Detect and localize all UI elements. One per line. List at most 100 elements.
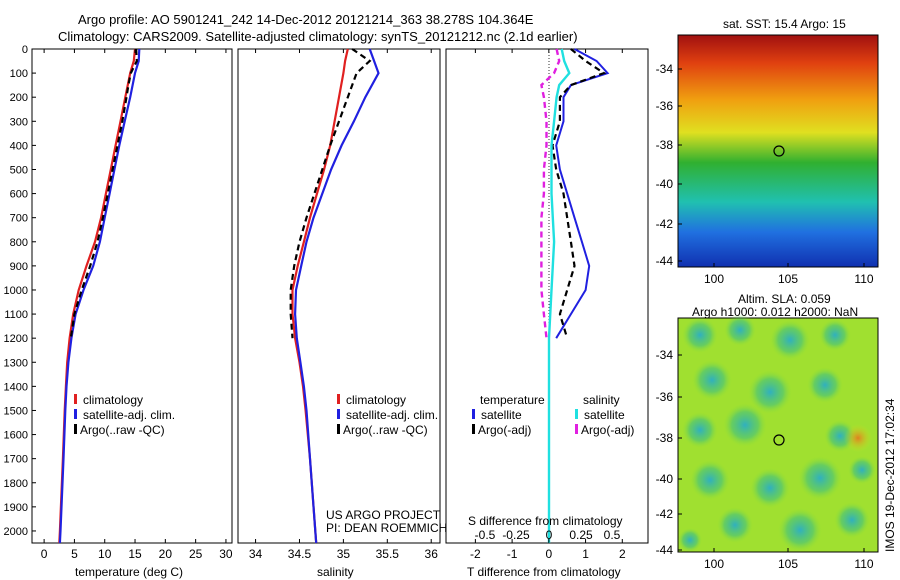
y-tick-label: 800 bbox=[10, 237, 28, 249]
y-tick-label: 200 bbox=[10, 92, 28, 104]
y-tick-label: 1600 bbox=[4, 430, 28, 442]
y-tick-label: 2000 bbox=[4, 526, 28, 538]
map-y-tick-label: -38 bbox=[656, 138, 674, 152]
legend-label: Argo(..raw -QC) bbox=[80, 423, 165, 437]
legend-label: Argo(-adj) bbox=[581, 423, 635, 437]
sla-anomaly-blob bbox=[748, 370, 792, 414]
map-y-tick-label: -42 bbox=[656, 217, 674, 231]
imos-watermark: IMOS 19-Dec-2012 17:02:34 bbox=[883, 398, 897, 552]
y-tick-label: 400 bbox=[10, 140, 28, 152]
top-tick-label: 0 bbox=[546, 528, 553, 542]
difference-legend-salinity: salinity satellite Argo(-adj) bbox=[575, 393, 635, 438]
map-x-tick-label: 100 bbox=[704, 557, 724, 571]
y-tick-label: 1700 bbox=[4, 454, 28, 466]
difference-axes-frame bbox=[445, 48, 649, 544]
x-tick-label: 5 bbox=[71, 547, 78, 561]
x-tick-label: 0 bbox=[545, 547, 552, 561]
x-tick-label: 35.5 bbox=[376, 547, 400, 561]
temperature-legend: climatology satellite-adj. clim. Argo(..… bbox=[74, 393, 175, 438]
sla-anomaly-blob bbox=[724, 314, 756, 346]
argo-location-marker bbox=[773, 145, 785, 157]
salinity-xlabel: salinity bbox=[317, 565, 354, 579]
x-tick-label: -2 bbox=[470, 547, 481, 561]
x-tick-label: 2 bbox=[619, 547, 626, 561]
y-tick-label: 600 bbox=[10, 189, 28, 201]
x-tick-label: 10 bbox=[98, 547, 112, 561]
y-tick-label: 1500 bbox=[4, 405, 28, 417]
sla-title: Altim. SLA: 0.059 bbox=[738, 292, 831, 306]
x-tick-label: 34 bbox=[249, 547, 263, 561]
salinity-axes-frame bbox=[237, 48, 441, 544]
map-x-tick-label: 110 bbox=[854, 272, 873, 286]
credit-line1: US ARGO PROJECT bbox=[326, 508, 441, 522]
sla-anomaly-blob bbox=[819, 319, 851, 351]
y-tick-label: 100 bbox=[10, 68, 28, 80]
legend-label: climatology bbox=[83, 393, 144, 407]
y-tick-label: 1200 bbox=[4, 333, 28, 345]
top-tick-label: 0.5 bbox=[604, 528, 621, 542]
legend-label: satellite bbox=[584, 408, 625, 422]
series-line-satellite-adj-clim- bbox=[58, 48, 141, 544]
y-tick-label: 900 bbox=[10, 261, 28, 273]
legend-label: satellite bbox=[481, 408, 522, 422]
map-x-tick-label: 110 bbox=[854, 557, 873, 571]
temperature-axes-frame bbox=[31, 48, 233, 544]
salinity-legend: climatology satellite-adj. clim. Argo(..… bbox=[337, 393, 438, 438]
legend-swatch-blue bbox=[337, 409, 340, 419]
legend-label: Argo(..raw -QC) bbox=[343, 423, 428, 437]
series-line-salinity-argo-adj- bbox=[540, 48, 561, 339]
x-tick-label: 35 bbox=[337, 547, 351, 561]
x-tick-label: 20 bbox=[159, 547, 173, 561]
map-y-tick-label: -40 bbox=[656, 177, 674, 191]
legend-label: climatology bbox=[346, 393, 407, 407]
sla-anomaly-blob bbox=[678, 528, 702, 552]
sla-map bbox=[677, 314, 879, 553]
x-tick-label: 0 bbox=[41, 547, 48, 561]
x-tick-label: 25 bbox=[189, 547, 203, 561]
legend-swatch-red bbox=[337, 394, 340, 404]
map-y-tick-label: -34 bbox=[656, 62, 674, 76]
x-tick-label: 15 bbox=[128, 547, 142, 561]
sla-anomaly-blob bbox=[798, 456, 842, 500]
map-y-tick-label: -44 bbox=[656, 543, 674, 557]
sla-anomaly-blob bbox=[692, 360, 732, 400]
sla-anomaly-blob bbox=[807, 367, 843, 403]
legend-swatch-blue bbox=[74, 409, 77, 419]
y-tick-label: 1900 bbox=[4, 502, 28, 514]
legend-swatch-cyan bbox=[575, 409, 578, 419]
top-tick-label: -0.5 bbox=[475, 528, 496, 542]
x-tick-label: 30 bbox=[219, 547, 233, 561]
legend-swatch-black bbox=[472, 424, 475, 434]
temperature-panel: 0100200300400500600700800900100011001200… bbox=[4, 44, 233, 561]
map-y-tick-label: -40 bbox=[656, 472, 674, 486]
map-y-tick-label: -44 bbox=[656, 254, 674, 268]
sla-anomaly-blob bbox=[848, 456, 876, 484]
series-line-temperature-argo-adj- bbox=[551, 48, 607, 339]
sla-anomaly-blob bbox=[834, 502, 870, 538]
legend-swatch-red bbox=[74, 394, 77, 404]
top-tick-label: -0.25 bbox=[502, 528, 530, 542]
temperature-xlabel: temperature (deg C) bbox=[75, 565, 184, 579]
sla-anomaly-hot bbox=[844, 424, 872, 452]
top-tick-label: 0.25 bbox=[569, 528, 593, 542]
legend-swatch-black bbox=[74, 424, 77, 434]
map-x-tick-label: 100 bbox=[704, 272, 724, 286]
difference-top-label: S difference from climatology bbox=[468, 514, 623, 528]
sla-anomaly-blob bbox=[750, 468, 790, 508]
y-tick-label: 1400 bbox=[4, 381, 28, 393]
sst-map-image bbox=[677, 34, 879, 268]
map-x-tick-label: 105 bbox=[778, 557, 798, 571]
x-tick-label: 36 bbox=[425, 547, 439, 561]
legend-swatch-magenta bbox=[575, 424, 578, 434]
legend-swatch-blue bbox=[472, 409, 475, 419]
legend-title: temperature bbox=[480, 393, 545, 407]
difference-legend-temperature: temperature satellite Argo(-adj) bbox=[472, 393, 545, 438]
y-tick-label: 300 bbox=[10, 116, 28, 128]
difference-xlabel: T difference from climatology bbox=[467, 565, 621, 579]
map-y-tick-label: -36 bbox=[656, 99, 674, 113]
sla-anomaly-blob bbox=[690, 460, 730, 500]
difference-panel: -2 -1 0 1 2 -0.5 -0.25 0 0.25 0.5 bbox=[445, 48, 649, 561]
sst-map bbox=[677, 34, 879, 268]
series-line-argo-raw-qc- bbox=[289, 48, 372, 339]
profile-title: Argo profile: AO 5901241_242 14-Dec-2012… bbox=[78, 12, 534, 27]
